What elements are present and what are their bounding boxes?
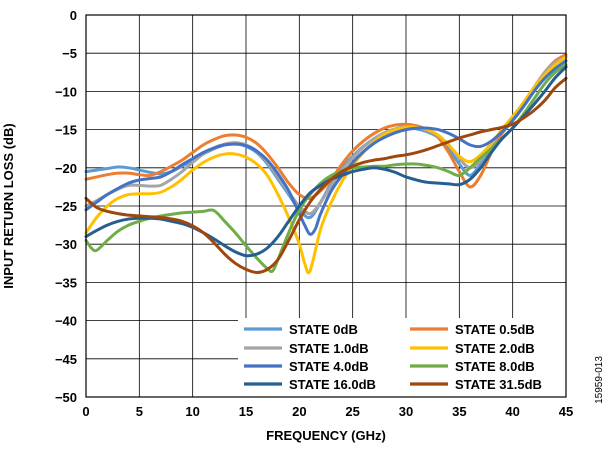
legend: STATE 0dB STATE 0.5dB STATE 1.0dB STATE 2.0… — [238, 318, 566, 397]
x-axis-title: FREQUENCY (GHz) — [266, 428, 386, 443]
x-tick-label: 40 — [505, 404, 519, 419]
plot-frame — [85, 14, 567, 398]
y-tick-label: −30 — [55, 237, 77, 252]
legend-label: STATE 16.0dB — [289, 377, 376, 392]
legend-label: STATE 1.0dB — [289, 341, 369, 356]
x-tick-label: 5 — [136, 404, 143, 419]
y-axis-title: INPUT RETURN LOSS (dB) — [1, 123, 16, 288]
legend-label: STATE 0.5dB — [455, 322, 535, 337]
y-tick-label: −45 — [55, 352, 77, 367]
y-tick-label: 0 — [70, 8, 77, 23]
y-tick-label: −25 — [55, 199, 77, 214]
figure-id: 15959-013 — [594, 356, 605, 404]
series-line-state-31-5db — [84, 76, 568, 274]
legend-label: STATE 8.0dB — [455, 359, 535, 374]
y-tick-label: −20 — [55, 161, 77, 176]
legend-label: STATE 0dB — [289, 322, 358, 337]
tick-labels: 0 5 10 15 20 25 30 35 40 45 0 −5 −10 −15 −20 −25 −30 −35 −… — [55, 8, 573, 419]
x-tick-label: 0 — [82, 404, 89, 419]
x-tick-label: 35 — [452, 404, 466, 419]
legend-label: STATE 4.0dB — [289, 359, 369, 374]
y-tick-label: −50 — [55, 390, 77, 405]
legend-label: STATE 31.5dB — [455, 377, 542, 392]
series-line-state-2-0db — [84, 55, 568, 275]
y-tick-label: −40 — [55, 314, 77, 329]
x-tick-label: 30 — [399, 404, 413, 419]
y-tick-label: −35 — [55, 275, 77, 290]
y-tick-label: −15 — [55, 123, 77, 138]
x-tick-label: 10 — [185, 404, 199, 419]
y-tick-label: −5 — [62, 46, 77, 61]
x-tick-label: 15 — [239, 404, 253, 419]
y-tick-label: −10 — [55, 84, 77, 99]
x-tick-label: 25 — [345, 404, 359, 419]
series-line-state-4-0db — [84, 59, 568, 236]
legend-label: STATE 2.0dB — [455, 341, 535, 356]
x-tick-label: 45 — [559, 404, 573, 419]
x-tick-label: 20 — [292, 404, 306, 419]
series-layer — [84, 53, 568, 275]
legend-box — [238, 318, 566, 397]
